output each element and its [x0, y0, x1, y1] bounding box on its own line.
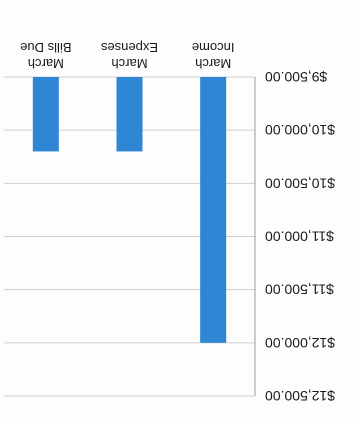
category-label: Income	[192, 40, 235, 55]
bars	[32, 77, 227, 343]
y-tick-label: $11,500.00	[265, 282, 334, 298]
tick-labels: $9,500.00 $10,000.00 $10,500.00 $11,000.00 $…	[265, 69, 335, 404]
y-tick-label: $10,000.00	[265, 122, 335, 138]
bar	[116, 77, 143, 152]
category-label: Bills Due	[20, 40, 71, 55]
y-tick-label: $12,500.00	[265, 388, 335, 404]
category-label: March	[111, 56, 147, 71]
category-label: Expenses	[100, 40, 158, 55]
y-tick-label: $9,500.00	[265, 69, 327, 85]
y-tick-label: $11,000.00	[265, 229, 334, 245]
category-label: March	[28, 56, 64, 71]
bar	[200, 77, 227, 343]
category-label: March	[195, 56, 231, 71]
y-tick-label: $10,500.00	[265, 175, 335, 191]
bar	[32, 77, 59, 152]
y-tick-label: $12,000.00	[265, 335, 335, 351]
